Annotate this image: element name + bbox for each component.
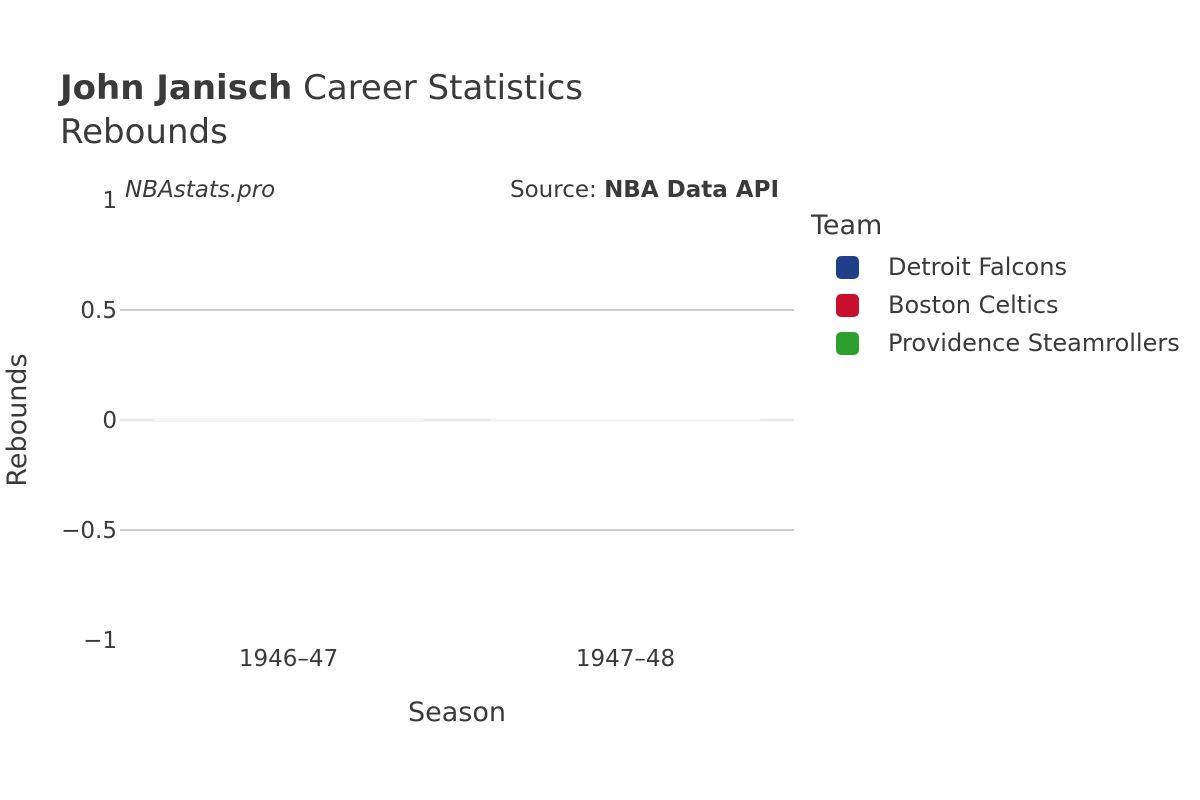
player-name: John Janisch [60, 68, 293, 108]
x-axis-title: Season [408, 697, 506, 728]
legend-label: Boston Celtics [888, 291, 1059, 319]
y-tick-label: 0 [102, 408, 117, 434]
source-credit: Source: NBA Data API [510, 177, 779, 203]
y-tick-label: −0.5 [61, 518, 117, 544]
x-tick-label: 1947–48 [576, 646, 675, 672]
title-suffix: Career Statistics [292, 68, 583, 108]
bar [490, 418, 761, 421]
chart-title: John Janisch Career Statistics [60, 68, 583, 108]
y-tick-label: −1 [83, 628, 117, 654]
y-tick-label: 0.5 [80, 298, 117, 324]
legend-label: Detroit Falcons [888, 253, 1067, 281]
x-tick-label: 1946–47 [239, 646, 338, 672]
watermark: NBAstats.pro [125, 177, 276, 203]
chart-subtitle: Rebounds [60, 112, 228, 152]
y-tick-label: 1 [102, 188, 117, 214]
legend-item[interactable]: Boston Celtics [836, 291, 1059, 319]
legend-swatch [836, 255, 859, 279]
source-name: NBA Data API [604, 177, 779, 203]
legend-title: Team [811, 210, 883, 241]
legend-item[interactable]: Detroit Falcons [836, 253, 1067, 281]
legend-swatch [836, 293, 859, 317]
source-prefix: Source: [510, 177, 605, 203]
legend-item[interactable]: Providence Steamrollers [836, 329, 1180, 357]
legend-label: Providence Steamrollers [888, 329, 1180, 357]
y-axis-title: Rebounds [2, 353, 33, 486]
bar [153, 418, 424, 421]
legend-swatch [836, 331, 859, 355]
